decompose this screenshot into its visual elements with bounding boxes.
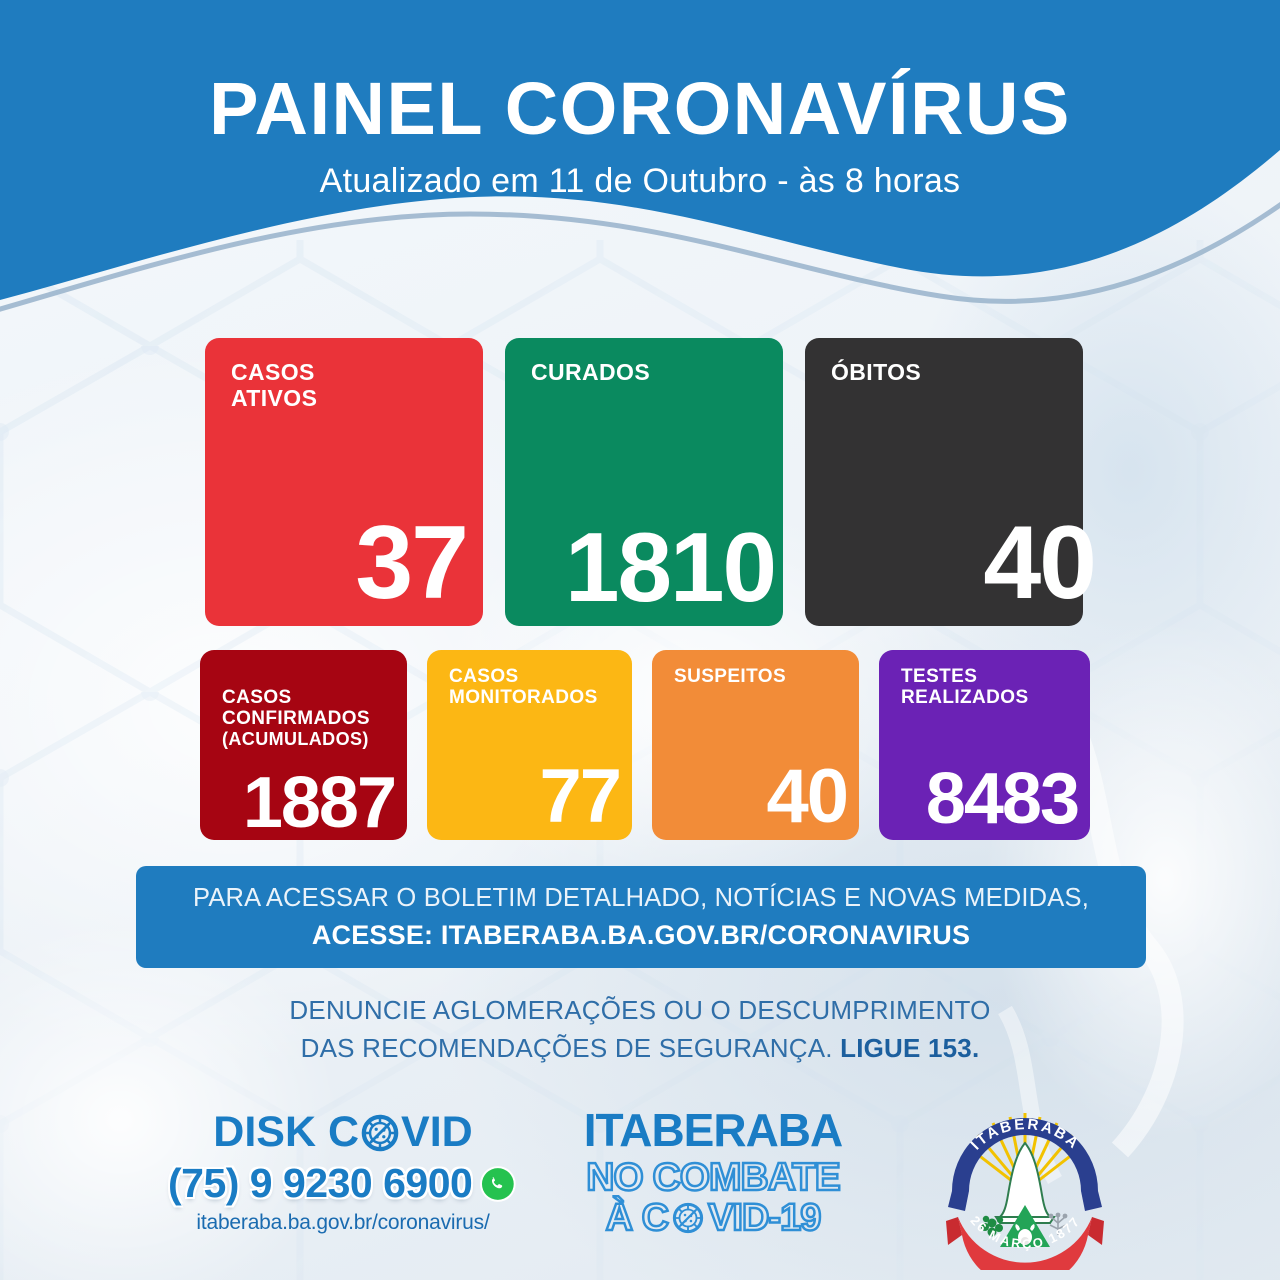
- notice-line2-text: DAS RECOMENDAÇÕES DE SEGURANÇA.: [300, 1032, 841, 1063]
- brasao-itaberaba: ITABERABA: [938, 1095, 1113, 1280]
- stat-value: 1810: [564, 511, 777, 622]
- notice-line2: DAS RECOMENDAÇÕES DE SEGURANÇA. LIGUE 15…: [0, 1030, 1280, 1068]
- stat-card-testes-realizados[interactable]: TESTES REALIZADOS 8483: [879, 650, 1090, 840]
- disk-covid-phone-number: (75) 9 9230 6900: [168, 1160, 473, 1206]
- whatsapp-icon[interactable]: [478, 1164, 518, 1204]
- footer: DISK C: [0, 1095, 1280, 1280]
- stat-value: 1887: [242, 763, 397, 844]
- coronavirus-icon: [672, 1202, 704, 1234]
- stat-label-sub: (ACUMULADOS): [222, 728, 369, 749]
- coronavirus-icon: [361, 1114, 399, 1151]
- page-subtitle: Atualizado em 11 de Outubro - às 8 horas: [319, 162, 961, 200]
- stat-label: CASOS ATIVOS: [231, 359, 318, 411]
- campaign-logo: ITABERABA NO COMBATE À C: [548, 1104, 878, 1239]
- stat-value: 77: [539, 754, 622, 840]
- stat-value: 40: [983, 505, 1097, 622]
- stat-label: CASOS MONITORADOS: [449, 666, 598, 708]
- stat-value: 37: [355, 505, 469, 622]
- campaign-covid-before: À C: [604, 1197, 670, 1239]
- notice-phone: LIGUE 153.: [840, 1032, 980, 1063]
- banner-text-line1: PARA ACESSAR O BOLETIM DETALHADO, NOTÍCI…: [193, 884, 1089, 913]
- stat-card-casos-monitorados[interactable]: CASOS MONITORADOS 77: [427, 650, 633, 840]
- stat-card-suspeitos[interactable]: SUSPEITOS 40: [652, 650, 860, 840]
- disk-covid-logo: DISK C: [168, 1111, 518, 1235]
- stat-card-curados[interactable]: CURADOS 1810: [505, 338, 783, 626]
- disk-covid-url[interactable]: itaberaba.ba.gov.br/coronavirus/: [196, 1211, 490, 1234]
- stat-label: CURADOS: [531, 359, 651, 385]
- campaign-line-no-combate: NO COMBATE: [585, 1156, 842, 1199]
- info-banner[interactable]: PARA ACESSAR O BOLETIM DETALHADO, NOTÍCI…: [136, 866, 1146, 968]
- stat-card-casos-ativos[interactable]: CASOS ATIVOS 37: [205, 338, 483, 626]
- header-wave-shape: [0, 0, 1280, 312]
- disk-covid-title-before: DISK C: [213, 1108, 360, 1156]
- disk-covid-phone[interactable]: (75) 9 9230 6900: [168, 1163, 518, 1204]
- stat-value: 8483: [925, 758, 1080, 839]
- brasao-itaberaba-icon: ITABERABA: [946, 1113, 1104, 1280]
- stat-label: TESTES REALIZADOS: [901, 666, 1029, 708]
- stat-label: ÓBITOS: [831, 359, 922, 385]
- disk-covid-title: DISK C: [168, 1111, 518, 1154]
- notice-line1: DENUNCIE AGLOMERAÇÕES OU O DESCUMPRIMENT…: [289, 995, 991, 1025]
- campaign-line-covid19: À C: [548, 1197, 878, 1239]
- stat-card-obitos[interactable]: ÓBITOS 40: [805, 338, 1097, 626]
- stat-label: SUSPEITOS: [674, 666, 787, 687]
- denuncia-notice: DENUNCIE AGLOMERAÇÕES OU O DESCUMPRIMENT…: [0, 992, 1280, 1067]
- page-title: PAINEL CORONAVÍRUS: [209, 67, 1071, 150]
- stats-row-secondary: CASOS CONFIRMADOS (ACUMULADOS) 1887 CASO…: [200, 650, 1090, 840]
- header-banner: PAINEL CORONAVÍRUS Atualizado em 11 de O…: [0, 0, 1280, 312]
- banner-website-link[interactable]: ACESSE: ITABERABA.BA.GOV.BR/CORONAVIRUS: [311, 919, 971, 950]
- stat-card-casos-confirmados[interactable]: CASOS CONFIRMADOS (ACUMULADOS) 1887: [200, 650, 407, 840]
- stat-value: 40: [766, 754, 849, 840]
- stats-row-primary: CASOS ATIVOS 37 CURADOS 1810 ÓBITOS 40: [205, 338, 1097, 626]
- disk-covid-title-after: VID: [401, 1108, 473, 1156]
- campaign-line-itaberaba: ITABERABA: [583, 1104, 843, 1156]
- stat-label: CASOS CONFIRMADOS (ACUMULADOS): [200, 650, 407, 770]
- stat-label-main: CASOS CONFIRMADOS: [222, 686, 370, 729]
- campaign-covid-after: VID-19: [707, 1197, 823, 1239]
